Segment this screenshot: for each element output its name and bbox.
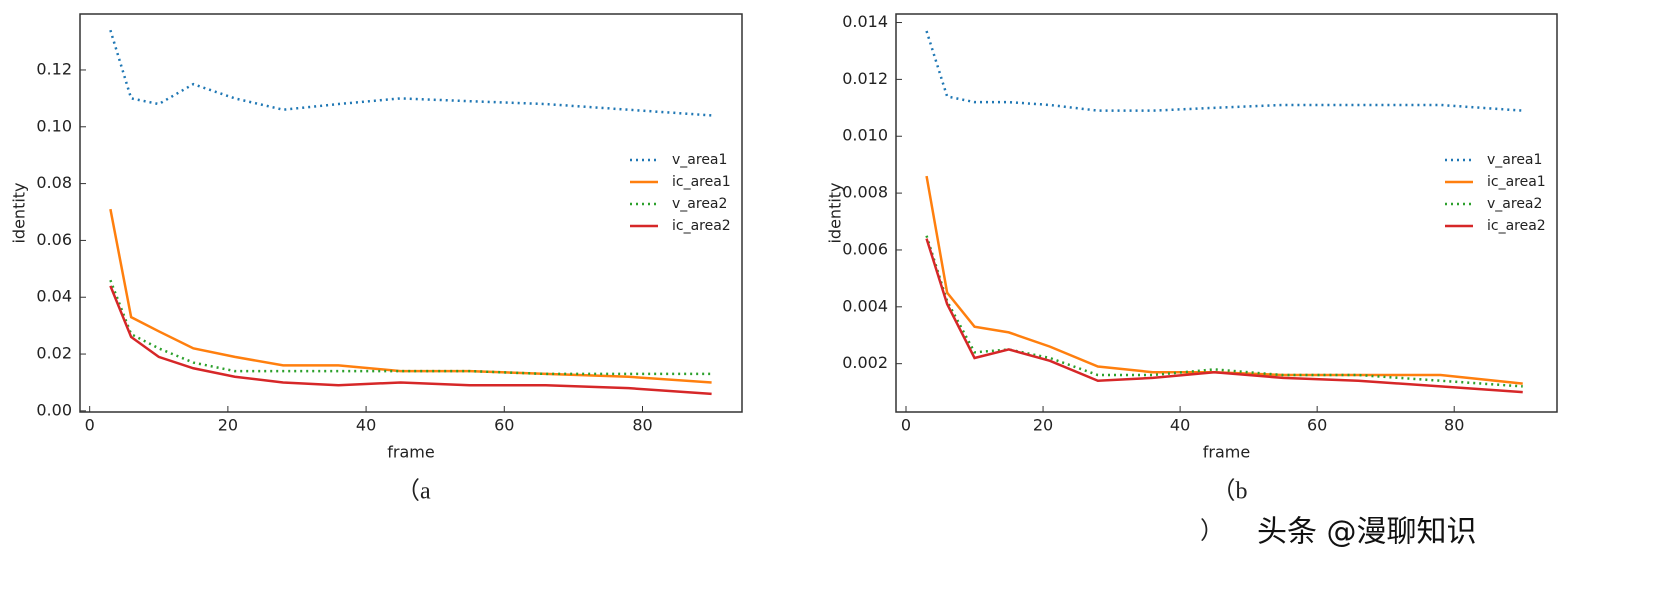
series-line — [925, 235, 1523, 388]
x-tick-label: 40 — [1170, 416, 1190, 435]
caption-tail: ） — [1200, 519, 1224, 545]
x-tick-label: 60 — [494, 416, 514, 435]
x-tick-label: 60 — [1307, 416, 1327, 435]
legend-label: ic_area1 — [1487, 174, 1546, 190]
x-tick-label: 0 — [85, 416, 95, 435]
series-line — [109, 285, 712, 396]
series-line — [925, 30, 1523, 112]
legend-label: v_area2 — [1487, 196, 1542, 212]
x-tick-label: 80 — [632, 416, 652, 435]
legend-label: v_area2 — [672, 196, 727, 212]
y-tick-label: 0.014 — [842, 12, 888, 31]
y-tick-label: 0.006 — [842, 239, 888, 258]
watermark: 头条 @漫聊知识 — [1257, 515, 1477, 550]
plot-frame — [895, 13, 1558, 413]
x-tick-label: 20 — [1033, 416, 1053, 435]
y-tick-label: 0.00 — [36, 400, 72, 419]
legend-label: ic_area2 — [672, 218, 731, 234]
series-line — [109, 29, 712, 117]
legend-label: ic_area1 — [672, 174, 731, 190]
legend-label: v_area1 — [672, 152, 727, 168]
y-tick-label: 0.008 — [842, 183, 888, 202]
y-tick-label: 0.010 — [842, 126, 888, 145]
y-axis-label: identity — [10, 182, 29, 243]
y-tick-label: 0.02 — [36, 344, 72, 363]
x-axis-label: frame — [387, 443, 434, 462]
caption: （a — [396, 479, 431, 505]
y-tick-label: 0.10 — [36, 116, 72, 135]
y-tick-label: 0.04 — [36, 287, 72, 306]
y-tick-label: 0.004 — [842, 296, 888, 315]
legend-label: ic_area2 — [1487, 218, 1546, 234]
legend-label: v_area1 — [1487, 152, 1542, 168]
y-tick-label: 0.012 — [842, 69, 888, 88]
caption: （b — [1212, 479, 1248, 505]
y-tick-label: 0.06 — [36, 230, 72, 249]
x-tick-label: 0 — [901, 416, 911, 435]
plot-frame — [79, 13, 743, 413]
series-line — [109, 208, 712, 384]
y-tick-label: 0.08 — [36, 173, 72, 192]
x-tick-label: 20 — [218, 416, 238, 435]
series-line — [109, 279, 712, 376]
x-tick-label: 40 — [356, 416, 376, 435]
series-line — [925, 238, 1523, 394]
y-tick-label: 0.12 — [36, 59, 72, 78]
y-tick-label: 0.002 — [842, 353, 888, 372]
x-axis-label: frame — [1203, 443, 1250, 462]
x-tick-label: 80 — [1444, 416, 1464, 435]
y-axis-label: identity — [826, 182, 845, 243]
